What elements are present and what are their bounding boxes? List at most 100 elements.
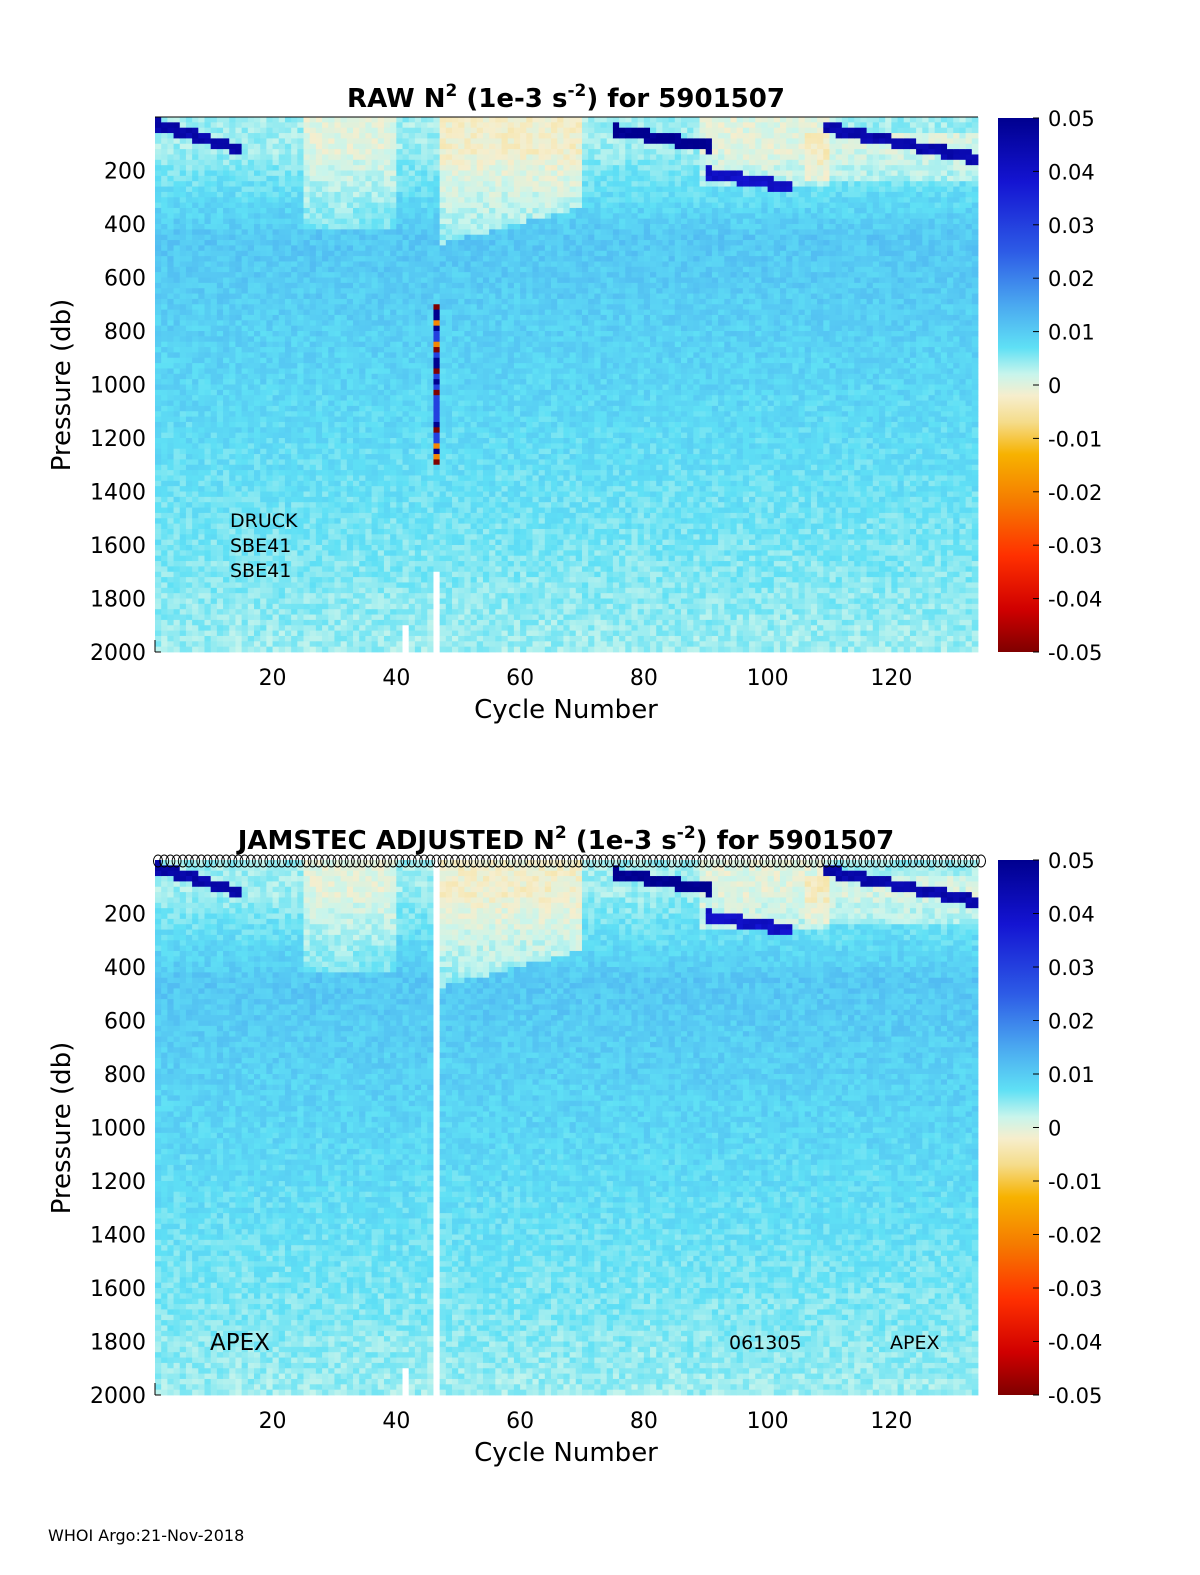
cycle-marker [592, 854, 603, 868]
x-ticks-adjusted: 20 40 60 80 100 120 [259, 1409, 913, 1434]
cycle-marker [573, 854, 584, 868]
cycle-marker [957, 854, 968, 868]
cycle-marker [709, 854, 720, 868]
cycle-marker [728, 854, 739, 868]
cycle-marker [685, 854, 696, 868]
cycle-marker [765, 854, 776, 868]
annotation-serial: 061305 [729, 1332, 802, 1354]
cycle-marker [759, 854, 770, 868]
cycle-marker [895, 854, 906, 868]
cycle-marker [697, 854, 708, 868]
cycle-marker [617, 854, 628, 868]
y-tick-label: 1800 [90, 588, 146, 613]
cycle-marker [190, 854, 201, 868]
cycle-marker [963, 854, 974, 868]
cycle-marker [858, 854, 869, 868]
y-tick-label: 400 [104, 956, 146, 981]
cycle-marker [208, 854, 219, 868]
cycle-marker [747, 854, 757, 868]
cycle-marker [518, 854, 529, 868]
cycle-marker [505, 854, 516, 868]
cycle-marker [852, 854, 863, 868]
cycle-marker [561, 854, 572, 868]
cycle-marker [332, 854, 343, 868]
cycle-marker [771, 854, 782, 868]
cycle-marker [889, 854, 900, 868]
colorbar-tick-label: -0.05 [1048, 641, 1102, 665]
cycle-marker [468, 854, 479, 868]
cycle-marker [456, 854, 467, 868]
heatmap-adjusted [155, 860, 979, 1396]
y-tick-label: 200 [104, 903, 146, 928]
cycle-marker [586, 854, 597, 868]
colorbar-tick-label: 0 [1048, 1117, 1061, 1141]
cycle-marker [808, 854, 819, 868]
cycle-marker [276, 854, 287, 868]
cycle-marker [233, 854, 244, 868]
cycle-marker [425, 854, 436, 868]
colorbar-tick-label: 0 [1048, 374, 1061, 398]
cycle-marker [821, 854, 832, 868]
cycle-marker [375, 854, 386, 868]
cycle-marker [870, 854, 881, 868]
cycle-marker [419, 854, 430, 868]
cycle-marker [270, 854, 281, 868]
cycle-marker [969, 854, 980, 868]
cycle-marker [282, 854, 293, 868]
cycle-marker [431, 854, 442, 868]
cycle-marker [245, 854, 256, 868]
cycle-marker [307, 854, 318, 868]
cycle-marker [462, 854, 473, 868]
cycle-marker [313, 854, 324, 868]
cycle-marker [660, 854, 671, 868]
annotation-sbe41-b: SBE41 [230, 560, 291, 582]
cycle-marker [580, 854, 590, 868]
cycle-marker [524, 854, 535, 868]
colorbar-tick-label: -0.05 [1048, 1384, 1102, 1408]
annotation-druck: DRUCK [230, 510, 298, 532]
cycle-marker [320, 854, 331, 868]
y-tick-label: 800 [104, 320, 146, 345]
colorbar-ticks-adjusted: 0.05 0.04 0.03 0.02 0.01 0 -0.01 -0.02 -0.03 -0.0… [1033, 849, 1102, 1408]
colorbar-tick-label: 0.03 [1048, 214, 1095, 238]
cycle-marker [555, 854, 566, 868]
cycle-marker [679, 854, 689, 868]
cycle-marker [369, 854, 380, 868]
cycle-marker [301, 854, 312, 868]
x-tick-label: 20 [259, 666, 287, 691]
cycle-marker [666, 854, 677, 868]
cycle-marker [295, 854, 306, 868]
cycle-marker [258, 854, 269, 868]
x-ticks-raw: 20 40 60 80 100 120 [259, 666, 913, 691]
cycle-marker [648, 854, 658, 868]
cycle-marker [443, 854, 454, 868]
cycle-marker [635, 854, 646, 868]
cycle-marker [691, 854, 702, 868]
y-tick-label: 1000 [90, 1117, 146, 1142]
cycle-marker [351, 854, 361, 868]
cycle-marker [202, 854, 213, 868]
cycle-marker [629, 854, 640, 868]
y-tick-label: 1200 [90, 427, 146, 452]
y-tick-label: 1200 [90, 1170, 146, 1195]
colorbar-tick-label: -0.01 [1048, 1170, 1102, 1194]
x-tick-label: 100 [747, 1409, 789, 1434]
colorbar-tick-label: -0.04 [1048, 588, 1102, 612]
cycle-marker [511, 854, 522, 868]
cycle-marker [394, 854, 405, 868]
colorbar-tick-label: 0.04 [1048, 160, 1095, 184]
colorbar-tick-label: 0.01 [1048, 321, 1095, 345]
colorbar-tick-label: -0.02 [1048, 1224, 1102, 1248]
cycle-marker [938, 854, 949, 868]
cycle-marker [252, 854, 262, 868]
y-tick-label: 800 [104, 1063, 146, 1088]
cycle-marker [326, 854, 337, 868]
cycle-marker [790, 854, 801, 868]
cycle-marker [177, 854, 188, 868]
cycle-marker [487, 854, 498, 868]
cycle-marker [549, 854, 559, 868]
cycle-marker [450, 854, 460, 868]
cycle-marker [951, 854, 962, 868]
cycle-marker [530, 854, 541, 868]
y-tick-label: 1600 [90, 1277, 146, 1302]
